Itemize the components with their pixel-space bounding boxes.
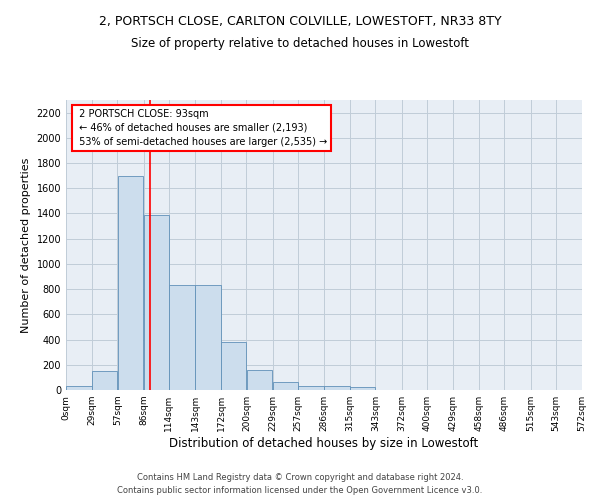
Text: 2, PORTSCH CLOSE, CARLTON COLVILLE, LOWESTOFT, NR33 8TY: 2, PORTSCH CLOSE, CARLTON COLVILLE, LOWE…: [98, 15, 502, 28]
Text: Contains HM Land Registry data © Crown copyright and database right 2024.
Contai: Contains HM Land Registry data © Crown c…: [118, 473, 482, 495]
Bar: [118, 176, 143, 390]
Bar: [195, 286, 221, 390]
Text: 2 PORTSCH CLOSE: 93sqm
 ← 46% of detached houses are smaller (2,193)
 53% of sem: 2 PORTSCH CLOSE: 93sqm ← 46% of detached…: [76, 108, 328, 146]
Bar: [273, 382, 298, 390]
Bar: [221, 342, 246, 390]
Bar: [169, 286, 195, 390]
Bar: [92, 371, 117, 390]
Bar: [298, 386, 324, 390]
Bar: [350, 388, 375, 390]
X-axis label: Distribution of detached houses by size in Lowestoft: Distribution of detached houses by size …: [169, 437, 479, 450]
Text: Size of property relative to detached houses in Lowestoft: Size of property relative to detached ho…: [131, 38, 469, 51]
Bar: [144, 214, 169, 390]
Bar: [66, 386, 92, 390]
Bar: [324, 386, 350, 390]
Bar: [247, 370, 272, 390]
Y-axis label: Number of detached properties: Number of detached properties: [21, 158, 31, 332]
